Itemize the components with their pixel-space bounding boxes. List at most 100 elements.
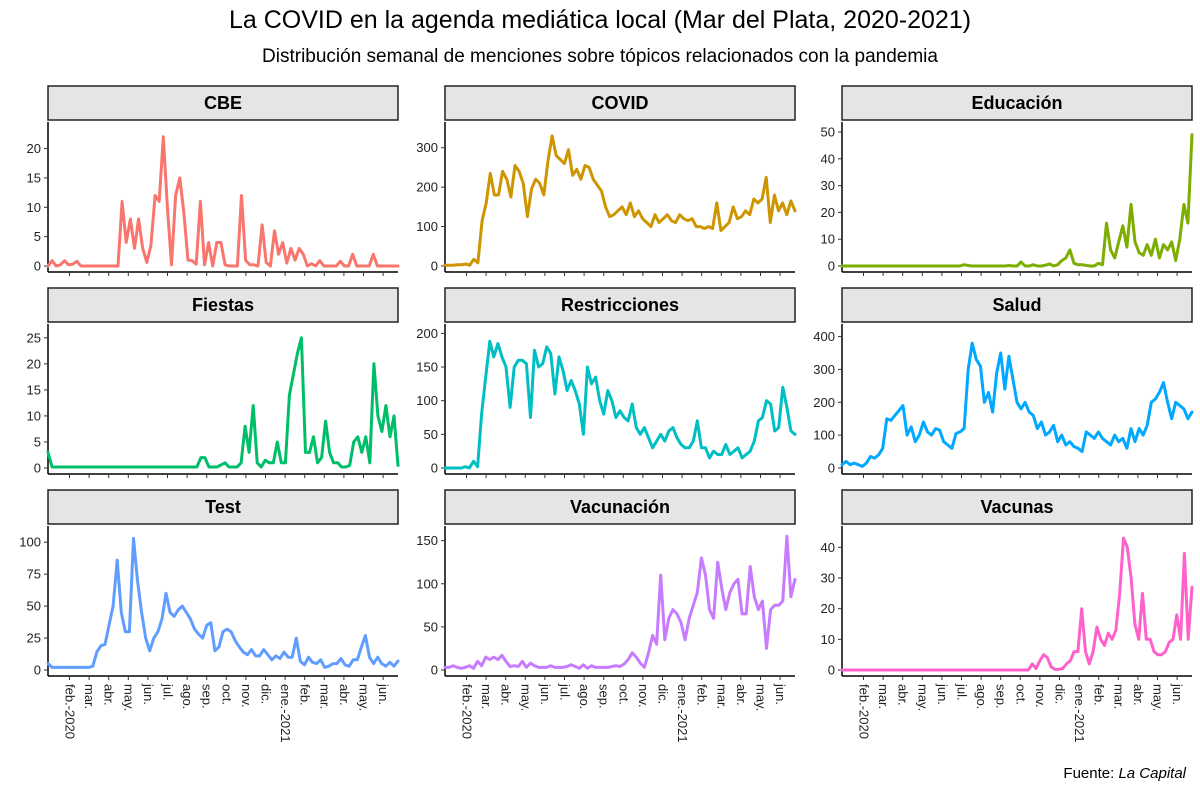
x-tick-label-test: sep. [200, 684, 215, 709]
facet-strip-covid [444, 85, 796, 121]
y-tick-label-educacion: 20 [821, 205, 835, 220]
facet-strip-test [47, 489, 399, 525]
y-tick-label-fiestas: 20 [27, 356, 41, 371]
x-tick-label-vacunacion: mar. [714, 684, 729, 709]
x-tick-label-vacunacion: feb.-2020 [460, 684, 475, 739]
x-tick-label-vacunas: mar. [876, 684, 891, 709]
y-tick-label-vacunas: 20 [821, 601, 835, 616]
x-tick-label-vacunas: feb.-2020 [857, 684, 872, 739]
y-tick-label-cbe: 5 [34, 229, 41, 244]
x-tick-label-test: feb.-2020 [63, 684, 78, 739]
y-tick-label-educacion: 30 [821, 178, 835, 193]
chart-title: La COVID en la agenda mediática local (M… [228, 6, 972, 34]
x-tick-label-test: nov. [239, 684, 254, 708]
y-tick-label-covid: 100 [416, 219, 438, 234]
facet-strip-fiestas [47, 287, 399, 323]
y-tick-label-salud: 0 [828, 461, 835, 476]
facet-label-test: Test [205, 497, 241, 517]
chart-subtitle: Distribución semanal de menciones sobre … [262, 46, 938, 67]
x-tick-label-vacunacion: nov. [636, 684, 651, 708]
y-tick-label-restricciones: 200 [416, 326, 438, 341]
y-tick-label-fiestas: 0 [34, 461, 41, 476]
series-line-fiestas [46, 336, 400, 469]
x-tick-label-vacunacion: may. [754, 684, 769, 711]
x-tick-label-vacunacion: ago. [577, 684, 592, 709]
x-tick-label-vacunas: sep. [994, 684, 1009, 709]
y-tick-label-fiestas: 25 [27, 330, 41, 345]
x-tick-label-test: abr. [337, 684, 352, 706]
y-tick-label-test: 100 [19, 535, 41, 550]
x-tick-label-test: oct. [219, 684, 234, 705]
x-tick-label-test: mar. [82, 684, 97, 709]
y-tick-label-vacunacion: 0 [431, 663, 438, 678]
y-tick-label-cbe: 20 [27, 141, 41, 156]
facet-strip-vacunas [841, 489, 1193, 525]
facet-label-vacunacion: Vacunación [570, 497, 670, 517]
series-line-covid [443, 134, 797, 267]
y-tick-label-fiestas: 5 [34, 434, 41, 449]
y-tick-label-covid: 300 [416, 140, 438, 155]
x-tick-label-test: feb. [298, 684, 313, 706]
facet-label-cbe: CBE [204, 93, 242, 113]
source-caption: Fuente: La Capital [1063, 765, 1186, 782]
x-tick-label-test: jul. [161, 683, 176, 701]
x-tick-label-vacunacion: abr. [499, 684, 514, 706]
x-tick-label-test: ago. [180, 684, 195, 709]
y-tick-label-salud: 400 [813, 329, 835, 344]
x-tick-label-test: dic. [259, 684, 274, 704]
x-tick-label-test: jun. [376, 683, 391, 705]
x-tick-label-vacunas: jun. [1170, 683, 1185, 705]
x-tick-label-vacunacion: feb. [695, 684, 710, 706]
y-tick-label-vacunacion: 100 [416, 576, 438, 591]
x-tick-label-vacunas: mar. [1111, 684, 1126, 709]
x-tick-label-vacunas: nov. [1033, 684, 1048, 708]
y-tick-label-test: 50 [27, 599, 41, 614]
y-tick-label-vacunas: 40 [821, 540, 835, 555]
x-tick-label-vacunas: may. [915, 684, 930, 711]
facet-label-covid: COVID [591, 93, 648, 113]
y-tick-label-restricciones: 100 [416, 393, 438, 408]
y-tick-label-vacunas: 0 [828, 663, 835, 678]
x-tick-label-vacunas: dic. [1053, 684, 1068, 704]
x-tick-label-test: jun. [141, 683, 156, 705]
x-tick-label-vacunas: may. [1151, 684, 1166, 711]
series-line-salud [840, 341, 1194, 468]
x-tick-label-vacunacion: oct. [616, 684, 631, 705]
y-tick-label-fiestas: 10 [27, 408, 41, 423]
y-tick-label-vacunacion: 150 [416, 533, 438, 548]
y-tick-label-vacunas: 30 [821, 571, 835, 586]
facet-strip-salud [841, 287, 1193, 323]
x-tick-label-vacunacion: jun. [773, 683, 788, 705]
facet-label-vacunas: Vacunas [980, 497, 1053, 517]
x-tick-label-vacunas: feb. [1092, 684, 1107, 706]
series-line-test [46, 536, 400, 669]
x-tick-label-test: may. [121, 684, 136, 711]
facet-strip-cbe [47, 85, 399, 121]
x-tick-label-vacunas: oct. [1013, 684, 1028, 705]
y-tick-label-restricciones: 150 [416, 360, 438, 375]
y-tick-label-educacion: 10 [821, 232, 835, 247]
y-tick-label-test: 25 [27, 631, 41, 646]
series-line-vacunacion [443, 534, 797, 670]
x-tick-label-test: mar. [317, 684, 332, 709]
series-line-cbe [46, 135, 400, 268]
y-tick-label-fiestas: 15 [27, 382, 41, 397]
x-tick-label-test: abr. [102, 684, 117, 706]
series-line-restricciones [443, 339, 797, 470]
facet-label-restricciones: Restricciones [561, 295, 679, 315]
x-tick-label-test: ene.-2021 [278, 684, 293, 743]
x-tick-label-vacunacion: jun. [538, 683, 553, 705]
y-tick-label-covid: 200 [416, 180, 438, 195]
y-tick-label-restricciones: 50 [424, 427, 438, 442]
y-tick-label-educacion: 50 [821, 125, 835, 140]
x-tick-label-vacunas: abr. [1131, 684, 1146, 706]
y-tick-label-vacunacion: 50 [424, 619, 438, 634]
x-tick-label-vacunas: jun. [935, 683, 950, 705]
y-tick-label-vacunas: 10 [821, 632, 835, 647]
y-tick-label-cbe: 0 [34, 259, 41, 274]
facet-label-salud: Salud [992, 295, 1041, 315]
y-tick-label-restricciones: 0 [431, 461, 438, 476]
y-tick-label-educacion: 0 [828, 259, 835, 274]
y-tick-label-salud: 100 [813, 428, 835, 443]
